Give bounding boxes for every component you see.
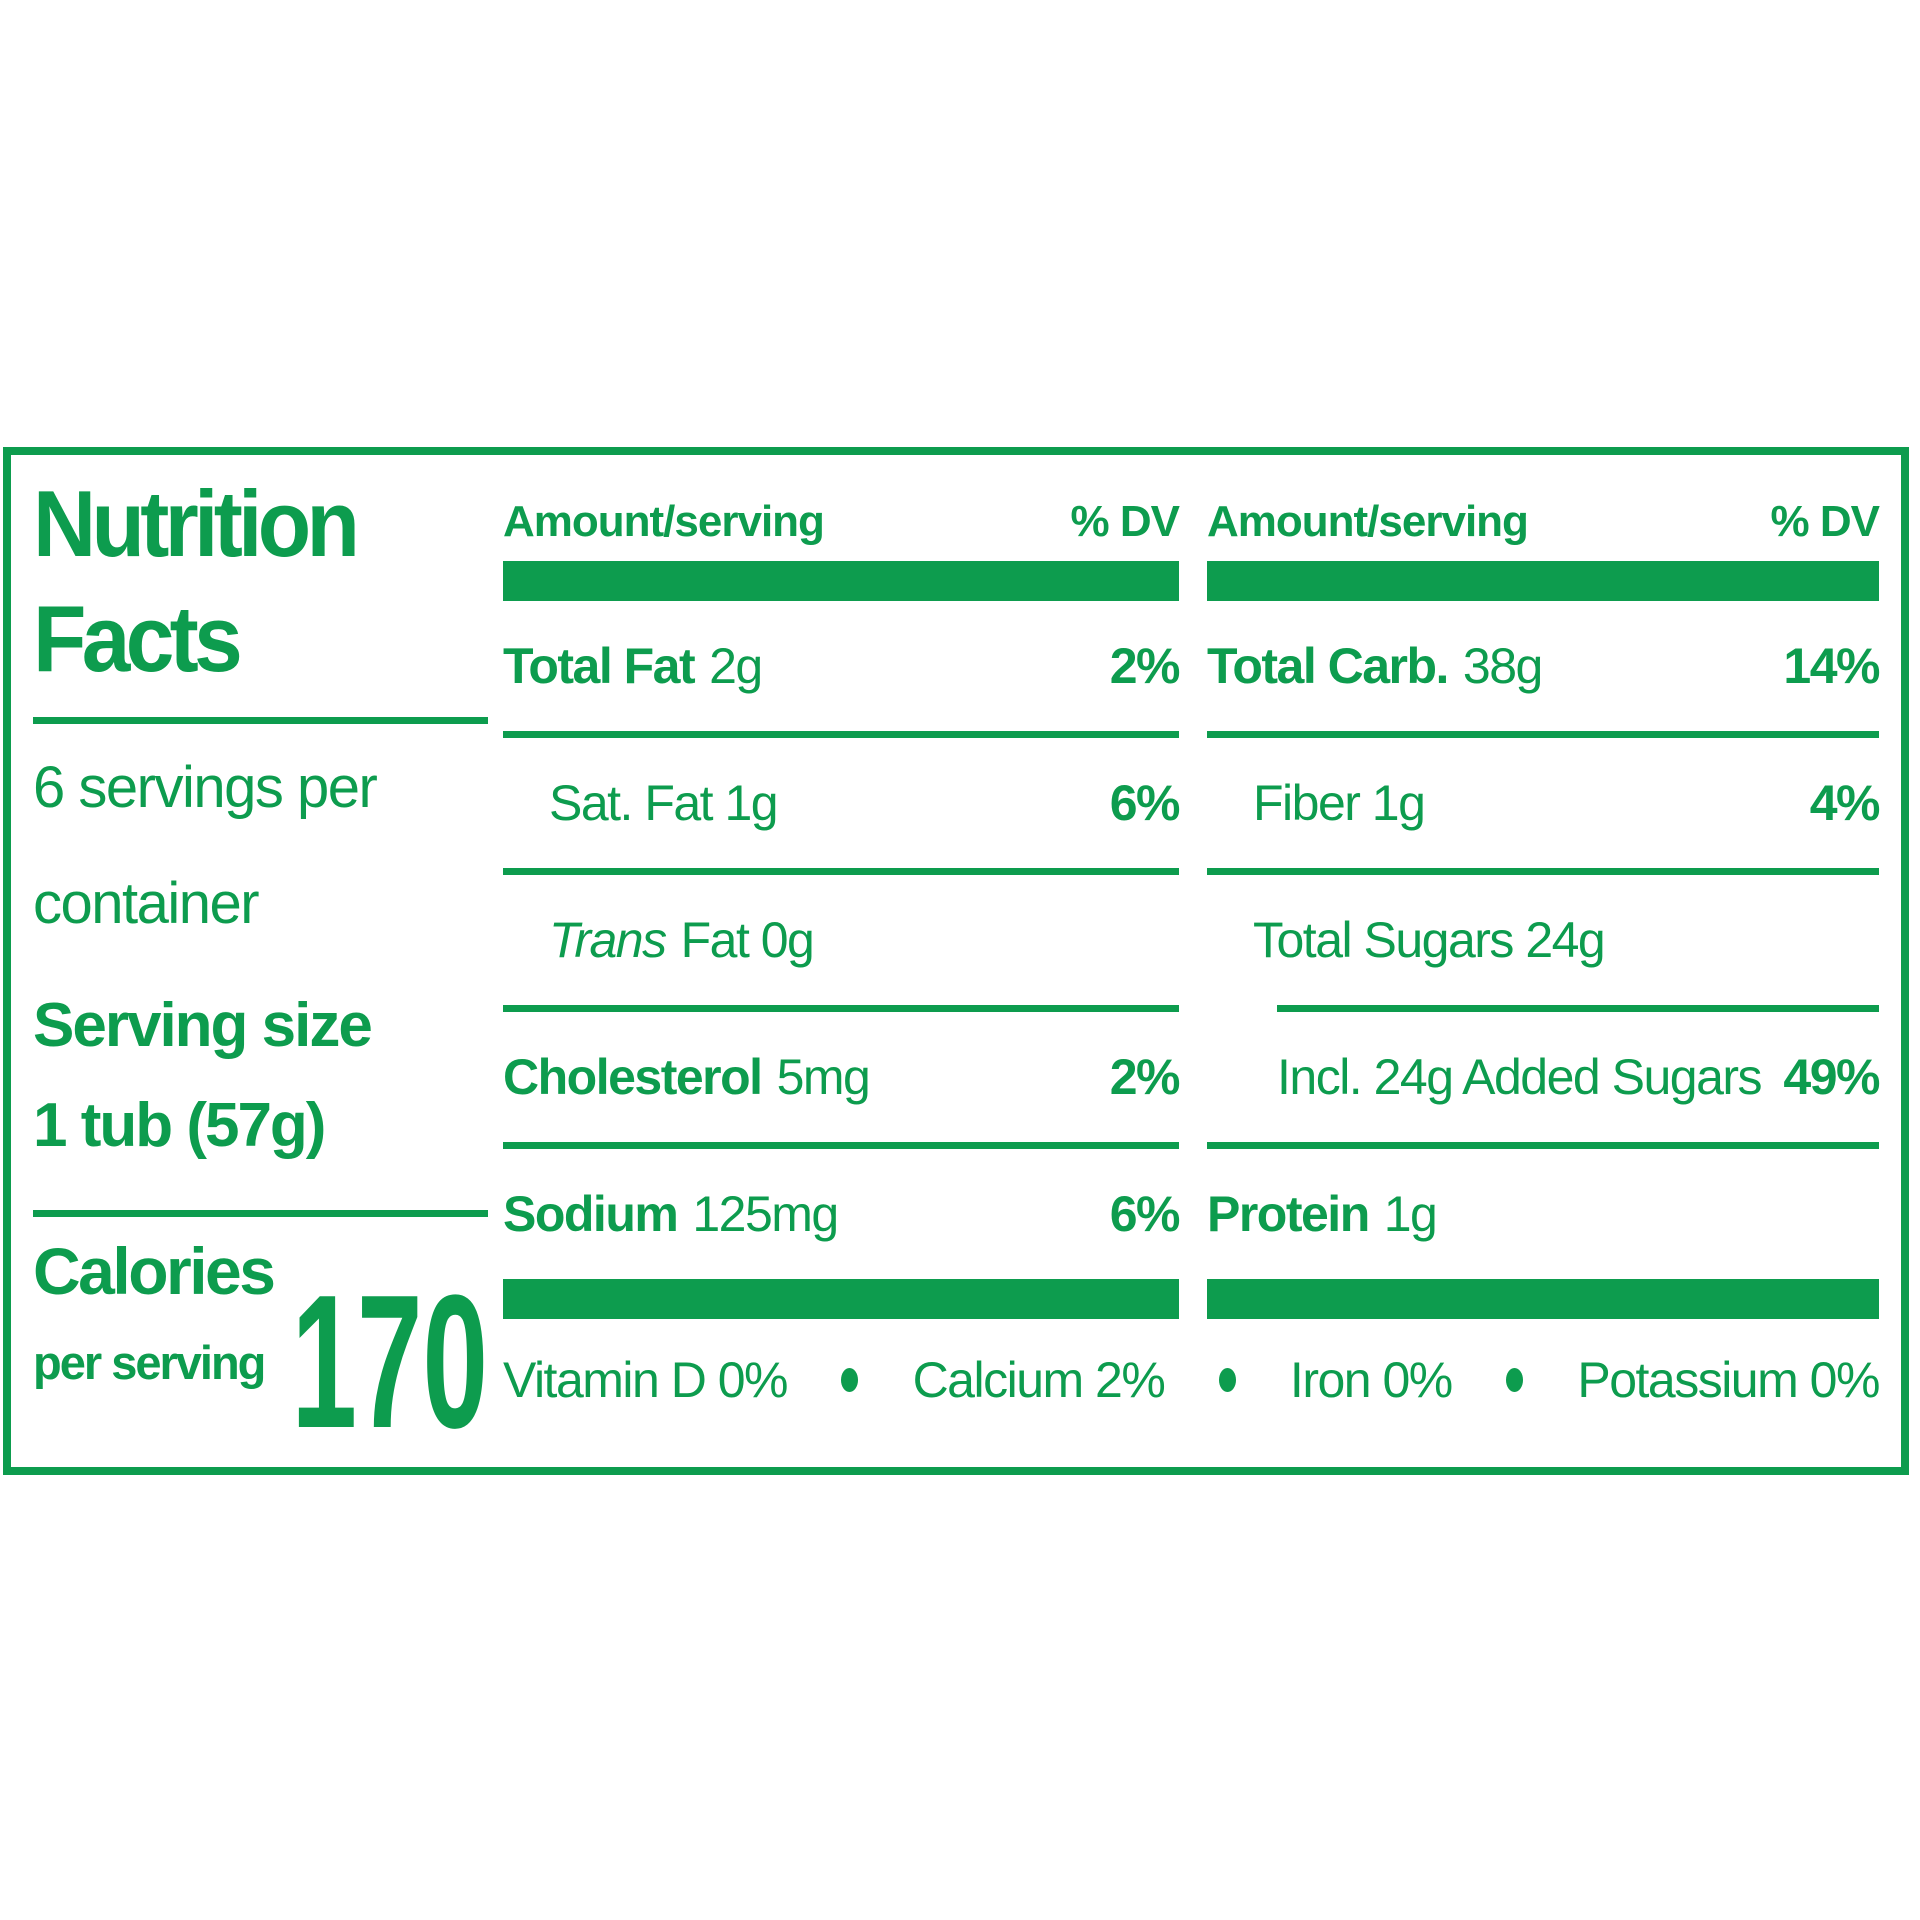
divider: [503, 1142, 1179, 1149]
divider-indented: [1277, 1005, 1879, 1012]
nutrient-amount: 38g: [1462, 638, 1543, 694]
nutrition-facts-title: Nutrition Facts: [33, 455, 456, 717]
nutrient-dv: 4%: [1809, 775, 1881, 831]
section-bar: [1207, 561, 1879, 601]
divider: [503, 868, 1179, 875]
nutrient-amount: 5mg: [776, 1049, 871, 1105]
bullet-separator-icon: [841, 1368, 859, 1392]
divider: [33, 1210, 488, 1217]
nutrient-dv: 6%: [1109, 1186, 1181, 1242]
calories-label: Calories: [33, 1234, 276, 1308]
nutrient-name: Incl. 24g Added Sugars: [1277, 1049, 1763, 1105]
nutrient-dv: 49%: [1783, 1049, 1880, 1105]
percent-dv-header: % DV: [1070, 497, 1180, 546]
row-trans-fat: Trans Fat 0g: [503, 875, 1179, 1005]
serving-size-label: Serving size: [33, 991, 373, 1060]
micronutrient-calcium: Calcium 2%: [912, 1352, 1166, 1408]
label-info-column: Nutrition Facts 6 servings per container…: [33, 455, 488, 1468]
nutrient-amount: 1g: [1383, 1186, 1438, 1242]
serving-size-value: 1 tub (57g): [33, 1091, 326, 1160]
column-header: Amount/serving % DV: [503, 455, 1180, 561]
divider: [1207, 868, 1879, 875]
nutrient-column-right: Amount/serving % DV Total Carb. 38g 14% …: [1207, 455, 1881, 1319]
nutrient-dv: 14%: [1783, 638, 1880, 694]
bullet-separator-icon: [1506, 1368, 1524, 1392]
nutrient-dv: 2%: [1109, 638, 1181, 694]
row-total-fat: Total Fat 2g 2%: [503, 601, 1181, 731]
row-cholesterol: Cholesterol 5mg 2%: [503, 1012, 1181, 1142]
servings-per-container: 6 servings per container: [33, 730, 488, 962]
row-sat-fat: Sat. Fat 1g 6%: [503, 738, 1181, 868]
micronutrient-iron: Iron 0%: [1289, 1352, 1453, 1408]
nutrient-name: Total Sugars 24g: [1253, 912, 1606, 968]
section-bar: [503, 1279, 1179, 1319]
serving-size: Serving size 1 tub (57g): [33, 976, 488, 1176]
nutrient-name: Cholesterol: [503, 1049, 763, 1105]
title-line-1: Nutrition: [33, 471, 360, 576]
section-bar: [1207, 1279, 1879, 1319]
row-added-sugars: Incl. 24g Added Sugars 49%: [1207, 1012, 1880, 1142]
divider: [1207, 1142, 1879, 1149]
nutrient-name-italic: Trans: [549, 912, 667, 968]
nutrient-name: Total Carb.: [1207, 638, 1449, 694]
divider: [33, 717, 488, 724]
calories-sublabel: per serving: [33, 1336, 266, 1389]
nutrient-amount: 125mg: [692, 1186, 839, 1242]
nutrition-facts-label: Nutrition Facts 6 servings per container…: [3, 447, 1909, 1475]
column-header: Amount/serving % DV: [1207, 455, 1880, 561]
nutrient-name: Total Fat: [503, 638, 696, 694]
calories-value: 170: [291, 1256, 488, 1468]
nutrient-name: Sat. Fat 1g: [549, 775, 779, 831]
amount-serving-header: Amount/serving: [1207, 497, 1529, 546]
micronutrient-potassium: Potassium 0%: [1577, 1352, 1880, 1408]
amount-serving-header: Amount/serving: [503, 497, 825, 546]
divider: [1207, 731, 1879, 738]
micronutrients-row: Vitamin D 0% Calcium 2% Iron 0% Potassiu…: [503, 1337, 1880, 1423]
nutrient-dv: 2%: [1109, 1049, 1181, 1105]
nutrient-amount: Fat 0g: [680, 912, 815, 968]
nutrient-name: Fiber 1g: [1253, 775, 1426, 831]
nutrient-dv: 6%: [1109, 775, 1181, 831]
nutrient-name: Protein: [1207, 1186, 1370, 1242]
title-line-2: Facts: [33, 586, 243, 691]
bullet-separator-icon: [1218, 1368, 1236, 1392]
micronutrient-vitamin-d: Vitamin D 0%: [503, 1352, 788, 1408]
row-total-carb: Total Carb. 38g 14%: [1207, 601, 1880, 731]
section-bar: [503, 561, 1179, 601]
row-total-sugars: Total Sugars 24g: [1207, 875, 1879, 1005]
percent-dv-header: % DV: [1770, 497, 1880, 546]
nutrient-amount: 2g: [709, 638, 763, 694]
servings-line-1: 6 servings per: [33, 755, 378, 820]
row-protein: Protein 1g: [1207, 1149, 1879, 1279]
calories-section: Calories per serving 170: [33, 1234, 488, 1468]
nutrient-name: Sodium: [503, 1186, 679, 1242]
row-sodium: Sodium 125mg 6%: [503, 1149, 1181, 1279]
nutrient-column-left: Amount/serving % DV Total Fat 2g 2% Sat.…: [503, 455, 1181, 1319]
divider: [503, 1005, 1179, 1012]
servings-line-2: container: [33, 871, 260, 936]
divider: [503, 731, 1179, 738]
row-fiber: Fiber 1g 4%: [1207, 738, 1881, 868]
